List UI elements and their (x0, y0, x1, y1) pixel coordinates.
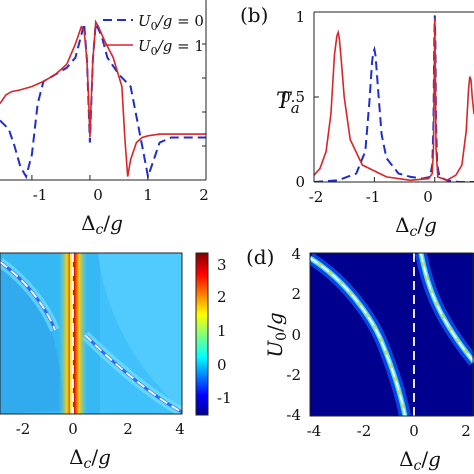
c-colorbar-tick: 1 (217, 322, 227, 340)
d-ytick-label: -4 (286, 406, 301, 424)
d-xlabel: Δc/g (399, 447, 441, 474)
b-ylabel: Ta (276, 89, 300, 117)
c-heatmap (0, 253, 182, 414)
b-xtick-label: 0 (423, 188, 433, 206)
d-xtick-label: -4 (307, 422, 322, 440)
d-ytick-label: 0 (291, 326, 301, 344)
b-xtick-label: -1 (366, 188, 381, 206)
c-dashed-branch-upper (0, 261, 56, 331)
d-panel-tag: (d) (246, 245, 274, 269)
d-frame (309, 252, 474, 417)
c-colorbar-tick: 0 (217, 356, 227, 374)
a-tick-label: 0 (93, 186, 103, 204)
c-bg-right-region (98, 253, 182, 410)
d-xtick-label: -2 (357, 422, 372, 440)
d-ytick-label: -2 (286, 366, 301, 384)
d-heatmap (310, 253, 474, 416)
a-tick-label: 2 (199, 186, 209, 204)
c-center-bright (70, 253, 73, 414)
c-xlabel: Δc/g (69, 445, 111, 472)
b-ytick-label: 0 (295, 173, 305, 191)
c-bg-left-region (0, 262, 66, 414)
a-tick-label: 1 (143, 186, 153, 204)
b-ytick-label: 1 (295, 8, 305, 26)
b-xtick-label: -2 (309, 188, 324, 206)
d-ytick-label: 4 (291, 245, 301, 263)
d-ylabel: U0/g (263, 312, 290, 357)
c-colorbar-tick: 2 (217, 288, 227, 306)
c-xtick-label: 0 (68, 420, 78, 438)
c-xtick-label: 4 (175, 420, 185, 438)
a-legend-label-u0-1: U0/g = 1 (138, 37, 204, 58)
d-dashed-branch-left (310, 257, 406, 416)
b-ytick-label: 0.5 (281, 88, 305, 106)
series-u0-0-line (313, 15, 474, 182)
panel-d: (d) 4 2 0 -2 -4 -4 -2 0 2 U0/g Δc/g (246, 245, 474, 474)
panel-c: -2 0 2 4 Δc/g 3 2 1 0 -1 (0, 252, 232, 472)
a-xlabel: Δc/g (81, 211, 123, 238)
c-xtick-label: -2 (16, 420, 31, 438)
panel-b: (b) 1 0.5 0 -2 -1 0 Ta Δc/g (240, 3, 474, 240)
a-ticks (31, 43, 207, 180)
d-dashed-branch-right (420, 253, 474, 363)
a-legend: U0/g = 0 U0/g = 1 (103, 12, 204, 58)
b-xlabel: Δc/g (395, 213, 437, 240)
panel-a: -1 0 1 2 Δc/g U0/g = 0 U0/g = 1 (0, 0, 209, 238)
b-ticks (313, 11, 436, 183)
c-colorbar-tick: 3 (217, 256, 227, 274)
c-colorbar (195, 252, 209, 416)
series-u0-1-line (0, 19, 206, 177)
c-colorbar-tick: -1 (217, 389, 232, 407)
d-xtick-label: 2 (461, 422, 471, 440)
series-u0-0-line (0, 19, 206, 180)
d-xtick-label: 0 (409, 422, 419, 440)
b-panel-tag: (b) (240, 3, 268, 27)
a-tick-label: -1 (33, 186, 48, 204)
c-frame (0, 252, 183, 415)
c-dashed-branch-lower (84, 334, 182, 413)
d-ytick-label: 2 (291, 285, 301, 303)
a-legend-label-u0-0: U0/g = 0 (138, 12, 204, 33)
series-u0-1-line (313, 18, 474, 182)
c-xtick-label: 2 (123, 420, 133, 438)
